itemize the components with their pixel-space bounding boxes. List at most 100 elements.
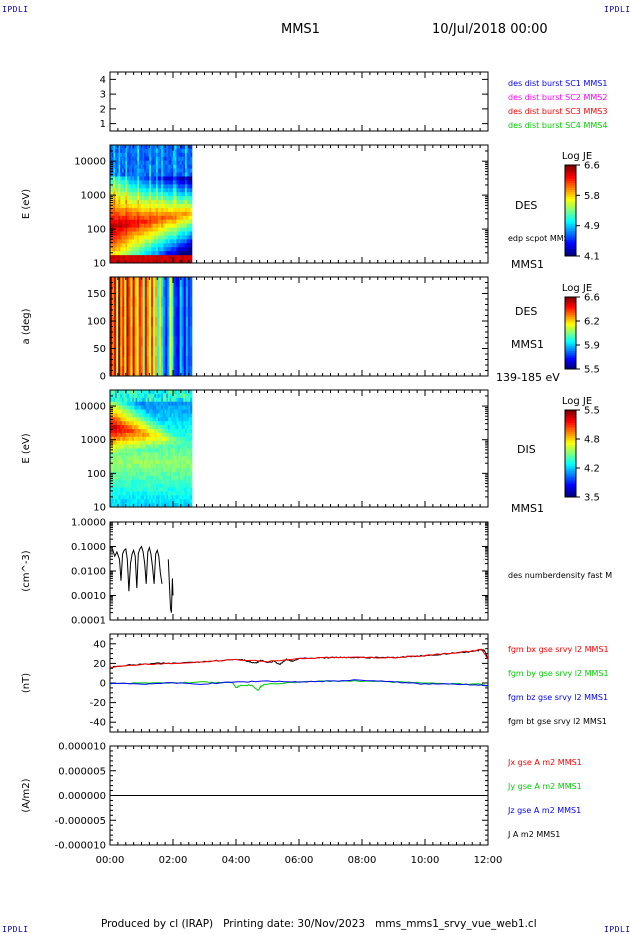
spectrogram-cell (144, 421, 147, 426)
spectrogram-cell (185, 452, 188, 457)
spectrogram-cell (120, 176, 123, 181)
pitch-angle-cell (136, 336, 140, 347)
spectrogram-cell (150, 491, 154, 496)
spectrogram-cell (118, 397, 121, 403)
spectrogram-cell (176, 164, 179, 169)
spectrogram-cell (145, 172, 148, 177)
spectrogram-cell (113, 468, 116, 473)
spectrogram-cell (121, 176, 125, 181)
spectrogram-cell (154, 219, 157, 225)
spectrogram-cell (125, 180, 128, 185)
spectrogram-cell (118, 491, 121, 496)
spectrogram-cell (157, 196, 160, 201)
spectrogram-cell (116, 495, 119, 500)
colorbar-segment (565, 438, 576, 441)
spectrogram-cell (159, 429, 162, 434)
pitch-angle-cell (136, 296, 140, 308)
spectrogram-cell (168, 204, 171, 209)
colorbar-segment (565, 242, 576, 246)
spectrogram-cell (150, 235, 154, 240)
spectrogram-cell (115, 421, 118, 426)
spectrogram-cell (133, 495, 136, 500)
spectrogram-cell (188, 235, 191, 240)
spectrogram-cell (142, 405, 145, 410)
colorbar-segment (565, 224, 576, 227)
spectrogram-cell (186, 393, 189, 399)
spectrogram-cell (188, 436, 191, 442)
spectrogram-cell (130, 421, 133, 426)
spectrogram-cell (110, 448, 113, 453)
pitch-angle-cell (134, 316, 138, 327)
spectrogram-cell (115, 168, 118, 173)
spectrogram-cell (127, 164, 130, 169)
spectrogram-cell (130, 164, 133, 169)
spectrogram-cell (161, 487, 164, 492)
spectrogram-cell (135, 255, 138, 260)
spectrogram-cell (152, 503, 155, 508)
spectrogram-cell (125, 231, 128, 236)
spectrogram-cell (123, 421, 126, 426)
spectrogram-cell (157, 417, 160, 422)
spectrogram-cell (118, 215, 121, 221)
spectrogram-cell (145, 176, 148, 181)
spectrogram-cell (120, 468, 123, 473)
spectrogram-cell (157, 405, 160, 410)
spectrogram-cell (183, 168, 186, 173)
spectrogram-cell (128, 196, 131, 201)
spectrogram-cell (161, 425, 164, 430)
spectrogram-cell (150, 188, 154, 193)
spectrogram-cell (186, 464, 189, 469)
spectrogram-cell (162, 429, 165, 434)
spectrogram-cell (186, 160, 189, 166)
spectrogram-cell (127, 168, 130, 173)
spectrogram-cell (125, 393, 128, 399)
spectrogram-cell (179, 483, 183, 488)
spectrogram-cell (140, 471, 143, 477)
pitch-angle-cell (185, 366, 189, 377)
spectrogram-cell (179, 168, 183, 173)
pitch-angle-cell (173, 326, 176, 337)
spectrogram-cell (133, 475, 136, 481)
spectrogram-cell (171, 207, 174, 213)
spectrogram-cell (125, 429, 128, 434)
spectrogram-cell (111, 495, 114, 500)
spectrogram-cell (116, 231, 119, 236)
spectrogram-cell (171, 503, 174, 508)
spectrogram-cell (142, 211, 145, 217)
spectrogram-cell (135, 475, 138, 481)
spectrogram-cell (169, 429, 172, 434)
pitch-angle-cell (175, 326, 178, 337)
spectrogram-cell (133, 452, 136, 457)
spectrogram-cell (113, 401, 116, 406)
spectrogram-cell (159, 432, 162, 438)
spectrogram-cell (174, 145, 177, 150)
pitch-angle-cell (130, 356, 133, 367)
spectrogram-cell (137, 452, 140, 457)
spectrogram-cell (125, 156, 128, 162)
colorbar-segment (565, 320, 576, 323)
pitch-angle-cell (181, 326, 185, 337)
spectrogram-cell (152, 460, 155, 465)
spectrogram-cell (186, 479, 189, 484)
spectrogram-cell (135, 223, 138, 228)
spectrogram-cell (157, 409, 160, 414)
spectrogram-cell (159, 180, 162, 185)
spectrogram-cell (154, 471, 157, 477)
y-tick-label: -0.000005 (55, 816, 106, 827)
spectrogram-cell (115, 429, 118, 434)
spectrogram-cell (178, 255, 181, 260)
spectrogram-cell (169, 184, 172, 189)
pitch-angle-cell (136, 306, 140, 317)
pitch-angle-cell (177, 286, 181, 298)
spectrogram-cell (154, 156, 157, 162)
spectrogram-cell (174, 425, 177, 430)
spectrogram-cell (128, 168, 131, 173)
spectrogram-cell (132, 211, 135, 217)
colorbar-segment (565, 486, 576, 489)
spectrogram-cell (159, 152, 162, 158)
spectrogram-cell (150, 401, 154, 406)
spectrogram-cell (156, 184, 159, 189)
spectrogram-cell (118, 401, 121, 406)
spectrogram-cell (152, 164, 155, 169)
spectrogram-cell (147, 156, 150, 162)
